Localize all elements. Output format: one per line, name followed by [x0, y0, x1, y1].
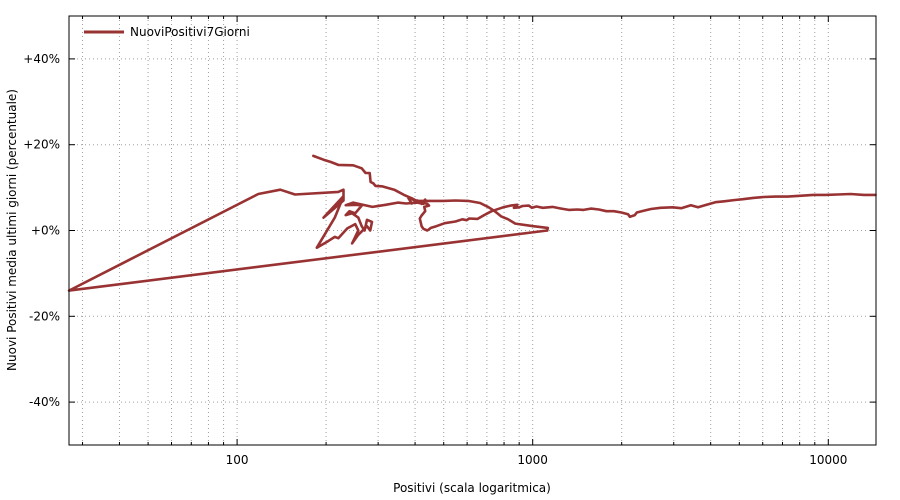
x-axis-ticks: 100 1000 10000: [226, 453, 848, 467]
x-grid-lines: [82, 16, 829, 445]
y-axis-ticks: +40% +20% +0% -20% -40%: [23, 52, 60, 409]
x-tick-label: 10000: [809, 453, 847, 467]
legend: NuoviPositivi7Giorni: [84, 25, 250, 39]
series-line-main: [67, 188, 877, 292]
series-layer: [67, 154, 877, 292]
y-tick-label: -40%: [29, 395, 60, 409]
x-tick-label: 100: [226, 453, 249, 467]
y-tick-label: +40%: [23, 52, 60, 66]
plot-frame: [68, 15, 877, 446]
y-tick-label: +20%: [23, 138, 60, 152]
x-axis-title: Positivi (scala logaritmica): [393, 481, 551, 495]
x-tick-label: 1000: [517, 453, 548, 467]
y-tick-label: -20%: [29, 309, 60, 323]
series-line-trail: [312, 154, 550, 232]
legend-label: NuoviPositivi7Giorni: [130, 25, 250, 39]
y-tick-label: +0%: [31, 224, 60, 238]
y-axis-title: Nuovi Positivi media ultimi giorni (perc…: [5, 89, 19, 371]
y-grid-lines: [69, 58, 876, 403]
